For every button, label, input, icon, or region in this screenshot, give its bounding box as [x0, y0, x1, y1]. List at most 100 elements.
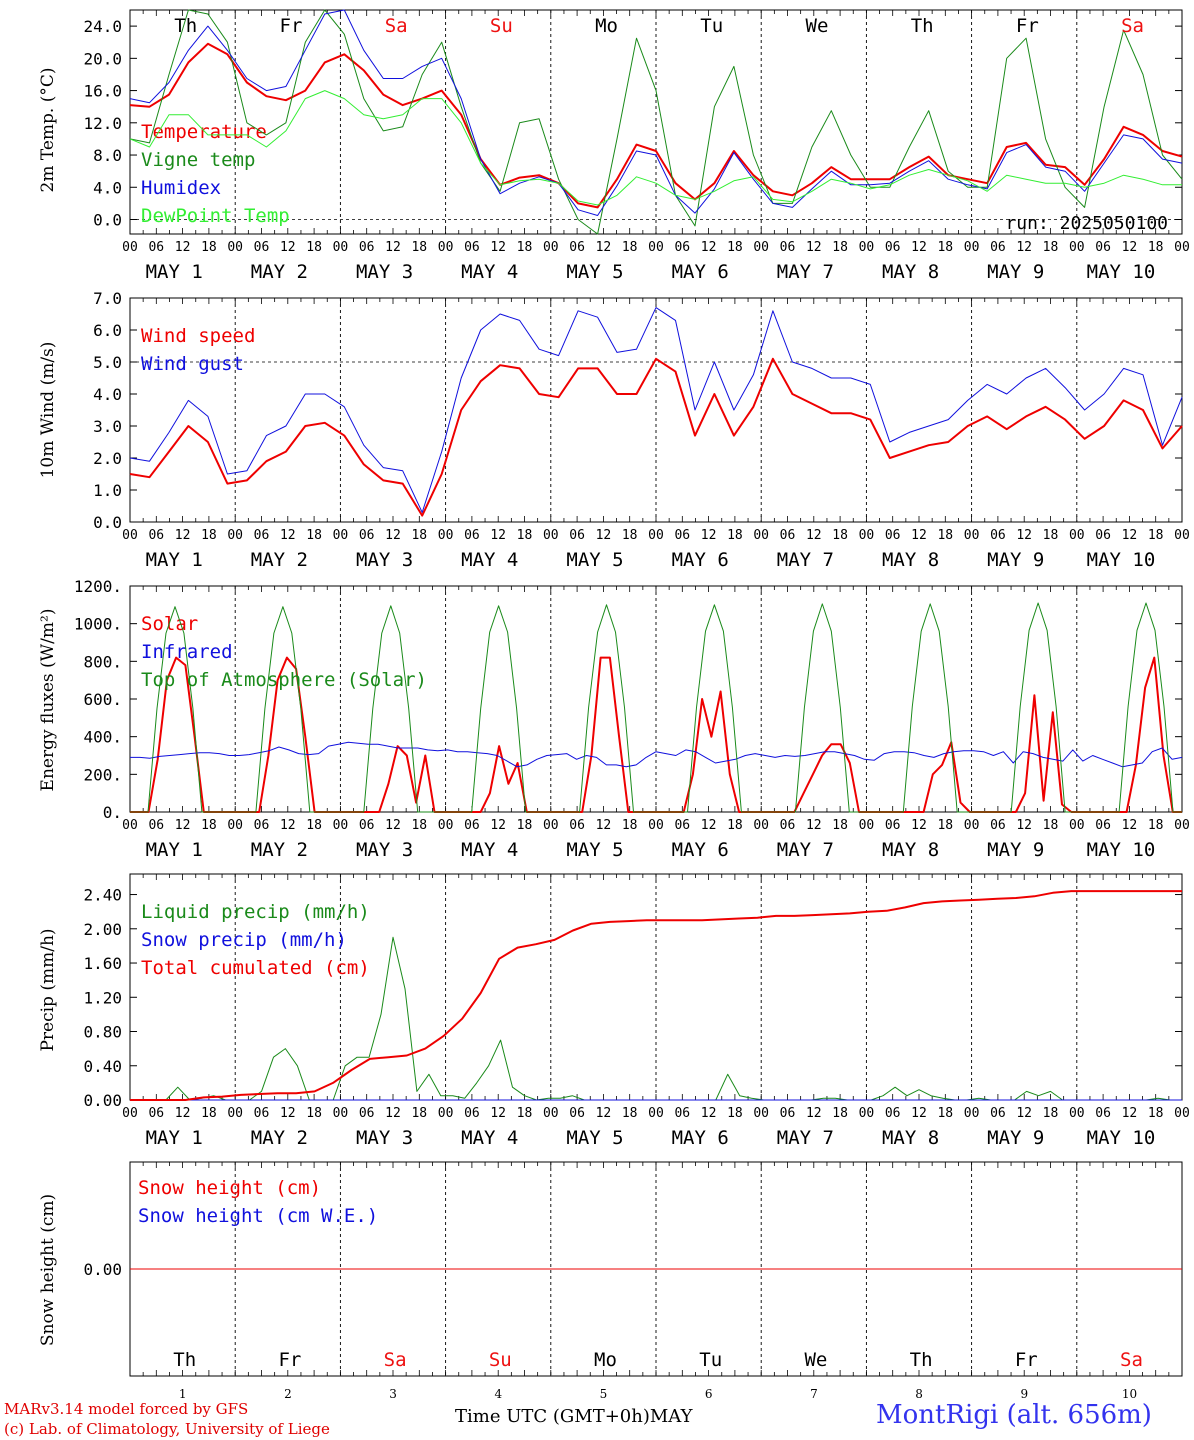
date-label: MAY 9	[987, 1127, 1044, 1149]
hour-label: 00	[438, 240, 454, 255]
model-credit: MARv3.14 model forced by GFS	[4, 1400, 249, 1418]
hour-label: 18	[622, 528, 638, 543]
hour-label: 06	[780, 528, 796, 543]
date-label: MAY 7	[777, 1127, 834, 1149]
hour-label: 06	[674, 818, 690, 833]
date-label: MAY 3	[356, 261, 413, 283]
hour-label: 12	[175, 240, 191, 255]
date-label: MAY 7	[777, 549, 834, 571]
chart-panel-5: 0.00 Snow height (cm) Snow height (cm) Snow…	[38, 1161, 1183, 1401]
date-label: MAY 1	[146, 261, 203, 283]
hour-label: 06	[1095, 240, 1111, 255]
hour-label: 00	[333, 240, 349, 255]
hour-label: 18	[201, 528, 217, 543]
run-label: run: 2025050100	[1005, 213, 1168, 234]
hour-label: 00	[1069, 528, 1085, 543]
hour-label: 06	[780, 818, 796, 833]
y-axis-label: Precip (mm/h)	[38, 928, 58, 1051]
hour-label: 06	[254, 528, 270, 543]
weekday-label: Fr	[1015, 1349, 1038, 1371]
hour-label: 18	[1148, 240, 1164, 255]
hour-label: 12	[280, 818, 296, 833]
hour-label: 06	[885, 818, 901, 833]
weekday-label: Tu	[700, 15, 723, 37]
date-label: MAY 8	[882, 1127, 939, 1149]
date-label: MAY 6	[672, 839, 729, 861]
legend-entry: Snow height (cm W.E.)	[138, 1205, 378, 1227]
date-label: MAY 6	[672, 1127, 729, 1149]
y-tick-label: 16.0	[83, 82, 122, 101]
hour-label: 12	[596, 818, 612, 833]
plot-frame	[129, 9, 1183, 235]
y-tick-label: 1.20	[83, 988, 122, 1007]
hour-label: 00	[964, 818, 980, 833]
hour-label: 06	[148, 1106, 164, 1121]
series-line-top-of-atmosphere-solar-	[130, 602, 1182, 813]
y-tick-label: 2.0	[93, 449, 122, 468]
day-number-label: 10	[1122, 1387, 1137, 1401]
weekday-label: Fr	[280, 15, 303, 37]
legend-entry: Infrared	[141, 641, 233, 663]
date-label: MAY 6	[672, 261, 729, 283]
weekday-label: We	[804, 1349, 827, 1371]
y-tick-label: 0.80	[83, 1023, 122, 1042]
date-label: MAY 9	[987, 549, 1044, 571]
hour-label: 06	[674, 1106, 690, 1121]
weekday-label: Th	[173, 1349, 196, 1371]
hour-label: 12	[701, 240, 717, 255]
hour-label: 12	[596, 528, 612, 543]
hour-label: 06	[359, 818, 375, 833]
chart-panel-3: 0. 200. 400. 600. 800. 1000. 1200. Energy fluxe…	[38, 577, 1190, 861]
day-number-label: 1	[179, 1387, 187, 1401]
hour-label: 12	[1016, 818, 1032, 833]
hour-label: 00	[1174, 1106, 1190, 1121]
hour-label: 00	[859, 1106, 875, 1121]
hour-label: 00	[964, 1106, 980, 1121]
legend-entry: Humidex	[141, 177, 221, 199]
hour-label: 06	[990, 528, 1006, 543]
y-tick-label: 0.00	[83, 1260, 122, 1279]
date-label: MAY 9	[987, 261, 1044, 283]
y-tick-label: 7.0	[93, 289, 122, 308]
hour-label: 00	[122, 1106, 138, 1121]
hour-label: 18	[306, 818, 322, 833]
weekday-label: Tu	[699, 1349, 722, 1371]
y-tick-label: 600.	[83, 690, 122, 709]
y-tick-label: 0.40	[83, 1057, 122, 1076]
hour-label: 06	[359, 528, 375, 543]
hour-label: 00	[227, 1106, 243, 1121]
hour-label: 00	[333, 528, 349, 543]
hour-label: 00	[122, 818, 138, 833]
hour-label: 06	[990, 818, 1006, 833]
hour-label: 00	[438, 528, 454, 543]
y-tick-label: 6.0	[93, 321, 122, 340]
hour-label: 00	[227, 818, 243, 833]
hour-label: 00	[859, 528, 875, 543]
hour-label: 18	[727, 818, 743, 833]
hour-label: 18	[832, 1106, 848, 1121]
series-line-dewpoint-temp	[129, 90, 1182, 206]
hour-label: 06	[780, 240, 796, 255]
lab-credit: (c) Lab. of Climatology, University of L…	[4, 1420, 330, 1438]
y-tick-label: 200.	[83, 765, 122, 784]
hour-label: 18	[517, 528, 533, 543]
day-number-label: 2	[284, 1387, 292, 1401]
weekday-label: Su	[490, 15, 513, 37]
hour-label: 12	[175, 1106, 191, 1121]
legend-entry: Wind gust	[141, 353, 244, 375]
hour-label: 06	[254, 240, 270, 255]
hour-label: 18	[517, 1106, 533, 1121]
hour-label: 06	[569, 818, 585, 833]
hour-label: 06	[780, 1106, 796, 1121]
hour-label: 06	[359, 240, 375, 255]
date-label: MAY 2	[251, 839, 308, 861]
hour-label: 00	[1174, 818, 1190, 833]
series-line-humidex	[129, 9, 1183, 216]
hour-label: 06	[569, 528, 585, 543]
y-tick-label: 1000.	[74, 615, 122, 634]
hour-label: 00	[543, 1106, 559, 1121]
date-label: MAY 4	[461, 1127, 518, 1149]
legend-entry: Temperature	[141, 121, 267, 143]
legend-entry: Snow precip (mm/h)	[141, 929, 347, 951]
